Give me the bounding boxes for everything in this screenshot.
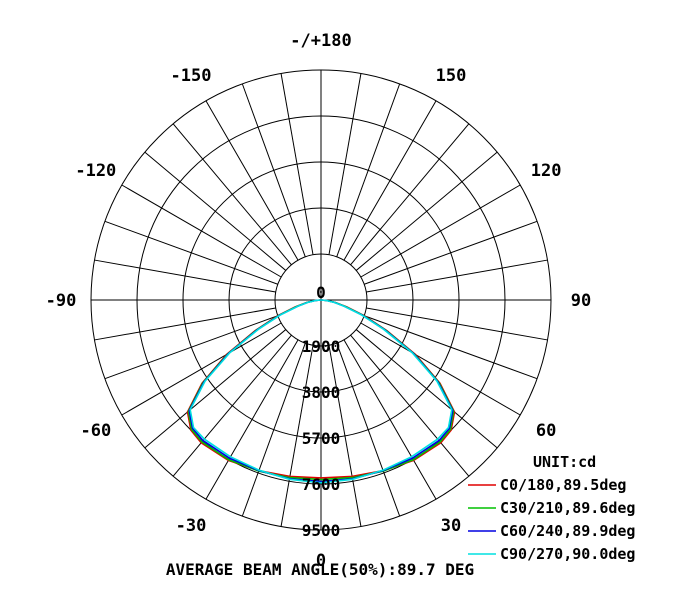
ring-labels: 0 1900 3800 5700 7600 9500: [302, 283, 341, 540]
grid-spoke: [241, 343, 306, 517]
grid-spoke: [104, 220, 278, 285]
ring-label: 7600: [302, 475, 341, 494]
ring-label: 1900: [302, 337, 341, 356]
grid-spoke: [121, 184, 282, 278]
grid-spoke: [350, 123, 470, 266]
ring-label: 9500: [302, 521, 341, 540]
beam-angle-footer: AVERAGE BEAM ANGLE(50%):89.7 DEG: [166, 560, 474, 579]
angle-label: -90: [46, 291, 77, 311]
grid-spoke: [144, 151, 287, 271]
legend-entry: C90/270,90.0deg: [500, 545, 635, 563]
grid-spoke: [328, 345, 362, 527]
grid-spoke: [205, 100, 299, 261]
grid-spoke: [121, 322, 282, 416]
grid-spoke: [172, 123, 292, 266]
grid-spoke: [94, 307, 276, 341]
grid-spoke: [336, 343, 401, 517]
angle-label: 60: [536, 421, 556, 441]
grid-spoke: [366, 307, 548, 341]
legend: UNIT:cd C0/180,89.5deg C30/210,89.6deg C60…: [468, 453, 635, 563]
grid-spoke: [241, 83, 306, 257]
angle-labels: -/+180 -150 150 -120 120 -90 90 -60 60 -30 30 0: [46, 31, 592, 571]
legend-entry: C60/240,89.9deg: [500, 522, 635, 540]
angle-label: -120: [75, 161, 116, 181]
angle-label: 30: [441, 516, 461, 536]
ring-label: 5700: [302, 429, 341, 448]
grid-spoke: [104, 315, 278, 380]
grid-spoke: [94, 259, 276, 293]
ring-label: 0: [316, 283, 326, 302]
polar-grid: [90, 69, 552, 531]
grid-spoke: [343, 100, 437, 261]
grid-spoke: [364, 315, 538, 380]
angle-label: 90: [571, 291, 591, 311]
grid-spoke: [343, 339, 437, 500]
grid-spoke: [355, 329, 498, 449]
angle-label: -60: [80, 421, 111, 441]
intensity-curves: [186, 299, 456, 484]
angle-label: 0: [316, 551, 326, 571]
angle-label: 120: [531, 161, 562, 181]
ring-label: 3800: [302, 383, 341, 402]
grid-spoke: [144, 329, 287, 449]
angle-label: -150: [171, 66, 212, 86]
angle-label: 150: [436, 66, 467, 86]
grid-spoke: [280, 73, 314, 255]
grid-spoke: [172, 334, 292, 477]
angle-label: -30: [176, 516, 207, 536]
grid-spoke: [280, 345, 314, 527]
grid-spoke: [205, 339, 299, 500]
grid-spoke: [336, 83, 401, 257]
series-curve: [189, 299, 453, 484]
grid-spoke: [366, 259, 548, 293]
grid-spoke: [360, 322, 521, 416]
legend-entry: C30/210,89.6deg: [500, 499, 635, 517]
grid-spoke: [360, 184, 521, 278]
legend-entry: C0/180,89.5deg: [500, 476, 626, 494]
grid-spoke: [328, 73, 362, 255]
grid-spoke: [364, 220, 538, 285]
unit-label: UNIT:cd: [533, 453, 596, 471]
grid-spoke: [355, 151, 498, 271]
grid-spoke: [350, 334, 470, 477]
angle-label: -/+180: [290, 31, 351, 51]
